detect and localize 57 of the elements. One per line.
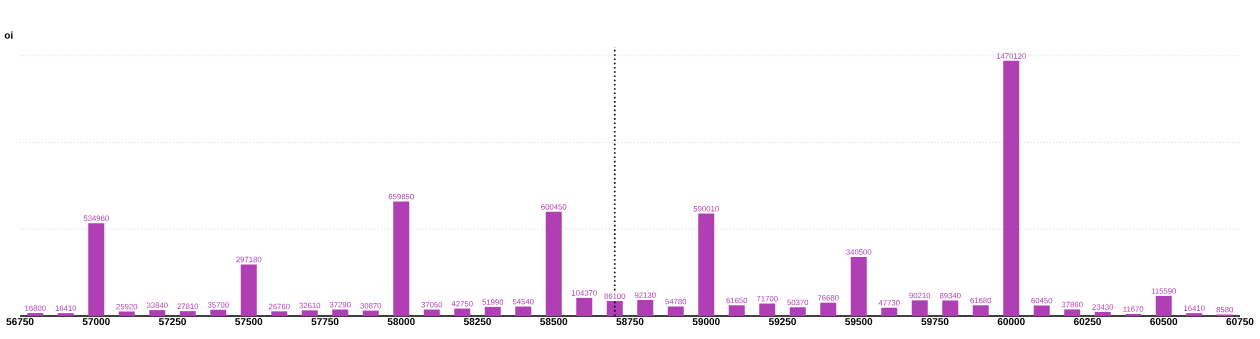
bar [789, 307, 806, 316]
x-tick-label: 58500 [540, 318, 568, 326]
x-tick-label: 57250 [158, 318, 186, 326]
bar [1003, 60, 1020, 316]
bar [484, 306, 501, 316]
x-tick-label: 58000 [387, 318, 415, 326]
bar [149, 310, 166, 316]
bar [576, 297, 593, 316]
bar [545, 211, 562, 316]
x-tick-label: 60750 [1226, 318, 1254, 326]
bar [637, 300, 654, 316]
bar [972, 305, 989, 316]
x-tick-label: 57750 [311, 318, 339, 326]
bar [1064, 309, 1081, 316]
bar [423, 309, 440, 316]
bar [820, 302, 837, 316]
x-tick-label: 56750 [6, 318, 34, 326]
x-tick-label: 60500 [1150, 318, 1178, 326]
x-tick-label: 57000 [82, 318, 110, 326]
bar [454, 308, 471, 316]
x-tick-label: 58250 [463, 318, 491, 326]
x-tick-label: 59250 [768, 318, 796, 326]
x-tick-label: 58750 [616, 318, 644, 326]
bar [667, 306, 684, 316]
bar [332, 309, 349, 316]
bar [911, 300, 928, 316]
x-tick-label: 57500 [235, 318, 263, 326]
bar [606, 301, 623, 316]
bar [271, 311, 288, 316]
bar [1033, 305, 1050, 316]
bar [179, 311, 196, 316]
x-tick-label: 59500 [845, 318, 873, 326]
bar [942, 300, 959, 316]
x-tick-label: 59750 [921, 318, 949, 326]
bar [301, 310, 318, 316]
bar [27, 313, 44, 316]
bar [57, 313, 74, 316]
x-tick-label: 60000 [997, 318, 1025, 326]
bar [1125, 313, 1142, 316]
bar [1155, 295, 1172, 316]
bar [850, 256, 867, 316]
bar [88, 223, 105, 316]
bar [393, 201, 410, 316]
x-tick-label: 60250 [1073, 318, 1101, 326]
bar [759, 303, 776, 316]
bar [881, 307, 898, 316]
y-axis-title: oi [4, 31, 13, 39]
bar [362, 310, 379, 316]
bar [240, 264, 257, 316]
bar [698, 213, 715, 316]
bar [728, 305, 745, 316]
bar [515, 306, 532, 316]
bar [1186, 313, 1203, 316]
x-tick-label: 59000 [692, 318, 720, 326]
bar [118, 311, 135, 316]
bar [210, 309, 227, 316]
bar [1094, 311, 1111, 316]
